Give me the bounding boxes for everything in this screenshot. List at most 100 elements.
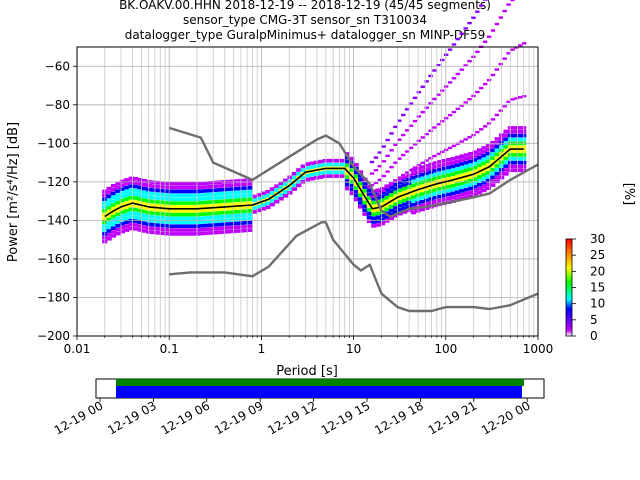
heatmap-cell <box>155 219 161 224</box>
heatmap-cell <box>447 48 453 51</box>
heatmap-cell <box>424 190 430 195</box>
heatmap-cell <box>212 200 218 204</box>
heatmap-cell <box>128 195 134 200</box>
heatmap-cell <box>485 178 492 183</box>
heatmap-cell <box>119 198 125 203</box>
heatmap-cell <box>291 175 297 180</box>
title-line-2: sensor_type CMG-3T sensor_sn T310034 <box>182 13 428 27</box>
heatmap-cell <box>472 165 478 170</box>
heatmap-cell <box>247 185 253 190</box>
heatmap-cell <box>463 160 469 165</box>
heatmap-cell <box>486 35 492 38</box>
heatmap-cell <box>194 216 200 221</box>
heatmap-cell <box>221 214 227 219</box>
heatmap-cell <box>410 183 417 188</box>
heatmap-cell <box>393 183 399 187</box>
heatmap-cell <box>454 159 461 164</box>
heatmap-cell <box>340 158 346 163</box>
heatmap-cell <box>199 208 205 213</box>
heatmap-cell <box>212 230 218 235</box>
colorbar-tick-label: 15 <box>590 281 605 295</box>
heatmap-cell <box>133 211 139 216</box>
heatmap-cell <box>377 192 383 195</box>
heatmap-cell <box>472 154 478 158</box>
heatmap-cell <box>243 228 249 233</box>
heatmap-cell <box>133 200 139 204</box>
heatmap-cell <box>137 193 143 198</box>
heatmap-cell <box>481 173 487 177</box>
heatmap-cell <box>468 175 474 179</box>
heatmap-cell <box>115 212 121 217</box>
heatmap-cell <box>477 179 483 183</box>
heatmap-cell <box>110 226 117 230</box>
heatmap-cell <box>371 208 377 213</box>
heatmap-cell <box>168 224 174 228</box>
heatmap-cell <box>432 184 439 188</box>
heatmap-cell <box>238 225 245 229</box>
heatmap-cell <box>402 202 408 207</box>
heatmap-cell <box>468 151 474 156</box>
heatmap-cell <box>300 164 306 169</box>
heatmap-cell <box>216 203 223 208</box>
heatmap-cell <box>243 197 249 202</box>
heatmap-cell <box>185 193 192 198</box>
heatmap-cell <box>177 228 183 232</box>
heatmap-cell <box>124 228 130 232</box>
heatmap-cell <box>451 77 457 80</box>
heatmap-cell <box>159 185 165 189</box>
heatmap-cell <box>225 191 231 195</box>
heatmap-cell <box>260 203 267 207</box>
heatmap-cell <box>221 222 227 227</box>
heatmap-cell <box>221 187 227 192</box>
heatmap-cell <box>494 179 500 184</box>
heatmap-cell <box>185 205 192 209</box>
heatmap-cell <box>490 167 496 172</box>
heatmap-cell <box>384 203 390 208</box>
heatmap-cell <box>485 155 492 160</box>
heatmap-cell <box>212 219 218 223</box>
heatmap-cell <box>216 188 223 192</box>
heatmap-cell <box>335 158 342 163</box>
y-axis-ticks: −200 −180 −160 −140 −120 −100 −80 −60 <box>37 59 77 343</box>
heatmap-cell <box>106 198 112 203</box>
heatmap-cell <box>467 97 472 101</box>
heatmap-cell <box>322 162 328 167</box>
heatmap-cell <box>230 194 236 199</box>
heatmap-cell <box>419 184 425 189</box>
heatmap-cell <box>455 37 461 41</box>
heatmap-cell <box>397 184 403 189</box>
heatmap-cell <box>110 234 117 238</box>
colorbar-tick-label: 20 <box>590 264 605 278</box>
heatmap-cell <box>216 199 223 204</box>
heatmap-cell <box>477 186 483 191</box>
heatmap-cell <box>194 193 200 198</box>
heatmap-cell <box>172 201 178 205</box>
heatmap-cell <box>137 220 143 224</box>
heatmap-cell <box>265 201 271 206</box>
heatmap-cell <box>115 197 121 201</box>
heatmap-cell <box>115 189 121 193</box>
heatmap-cell <box>124 185 130 190</box>
heatmap-cell <box>185 212 192 217</box>
heatmap-cell <box>428 174 434 178</box>
heatmap-cell <box>494 167 500 172</box>
heatmap-cell <box>110 222 117 227</box>
heatmap-cell <box>221 203 227 207</box>
heatmap-cell <box>110 199 117 204</box>
heatmap-cell <box>451 110 457 114</box>
heatmap-cell <box>485 159 492 164</box>
heatmap-cell <box>128 226 134 231</box>
x-axis-label: Period [s] <box>276 364 338 379</box>
heatmap-cell <box>225 199 231 203</box>
heatmap-cell <box>459 68 464 71</box>
plot-frame <box>76 46 539 337</box>
heatmap-cell <box>230 214 236 218</box>
heatmap-cell <box>190 232 196 236</box>
heatmap-cell <box>454 155 461 160</box>
heatmap-cell <box>230 221 236 226</box>
heatmap-cell <box>477 190 483 195</box>
heatmap-cell <box>234 198 240 203</box>
heatmap-cell <box>371 224 377 228</box>
heatmap-cell <box>278 196 284 201</box>
heatmap-cell <box>203 231 209 236</box>
